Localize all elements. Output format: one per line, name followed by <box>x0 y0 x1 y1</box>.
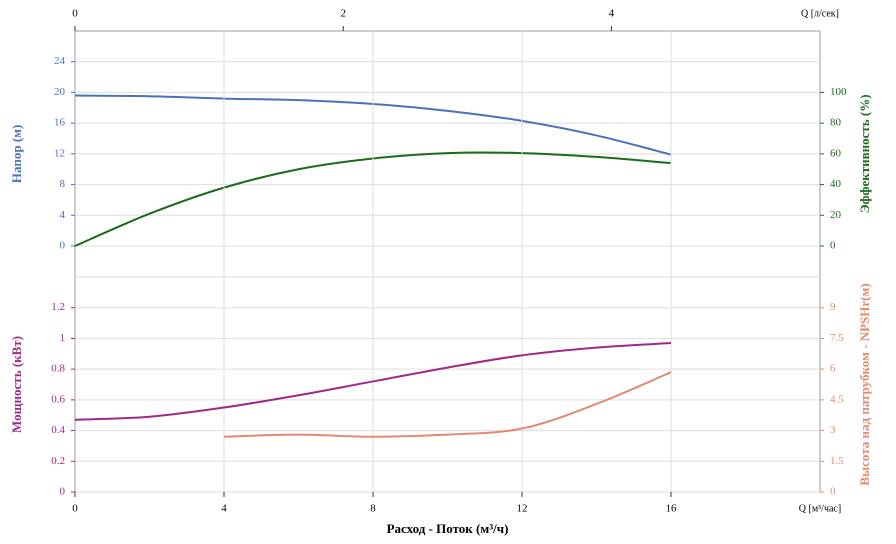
y-tick-label: 0.2 <box>51 455 65 467</box>
x-tick-label: 16 <box>666 503 678 515</box>
y-tick-label: 0.8 <box>51 363 65 375</box>
y2-tick-label: 1.5 <box>830 455 844 467</box>
x-tick-label: 0 <box>72 503 78 515</box>
y-tick-label: 0 <box>60 240 66 252</box>
y-tick-label: 1 <box>60 332 66 344</box>
y-tick-label: 16 <box>54 117 66 129</box>
y-tick-label: 0.6 <box>51 393 65 405</box>
y2-tick-label: 100 <box>830 86 847 98</box>
x2-tick-label: 2 <box>340 8 346 20</box>
y2-tick-label: 60 <box>830 147 842 159</box>
y-tick-label: 12 <box>54 147 65 159</box>
y2-tick-label: 4.5 <box>830 393 844 405</box>
y2-tick-label: 6 <box>830 363 836 375</box>
x-tick-label: 8 <box>370 503 376 515</box>
x-axis-title: Расход - Поток (м³/ч) <box>387 521 509 536</box>
y2-tick-label: 0 <box>830 240 836 252</box>
x-tick-label: 4 <box>221 503 227 515</box>
y2-axis-title: Эффективность (%) <box>857 94 872 213</box>
x-axis-unit: Q [м³/час] <box>799 503 841 514</box>
x2-axis-label: Q [л/сек] <box>801 8 839 19</box>
y-tick-label: 4 <box>60 209 66 221</box>
x2-tick-label: 0 <box>72 8 78 20</box>
y2-tick-label: 7.5 <box>830 332 844 344</box>
y2-tick-label: 20 <box>830 209 842 221</box>
y-tick-label: 24 <box>54 55 66 67</box>
x2-tick-label: 4 <box>609 8 615 20</box>
y-axis-title: Мощность (кВт) <box>9 336 24 433</box>
y2-tick-label: 9 <box>830 301 836 313</box>
y-tick-label: 20 <box>54 86 66 98</box>
y2-tick-label: 3 <box>830 424 836 436</box>
y2-tick-label: 80 <box>830 117 842 129</box>
y-axis-title: Напор (м) <box>9 125 24 183</box>
y2-tick-label: 40 <box>830 178 842 190</box>
y2-axis-title: Высота над патрубком - NPSHr(м) <box>857 283 872 485</box>
y-tick-label: 0 <box>60 486 66 498</box>
series-line <box>223 371 672 438</box>
x-tick-label: 12 <box>517 503 528 515</box>
y-tick-label: 8 <box>60 178 66 190</box>
y-tick-label: 0.4 <box>51 424 65 436</box>
y2-tick-label: 0 <box>830 486 836 498</box>
series-line <box>74 342 672 421</box>
y-tick-label: 1.2 <box>51 301 65 313</box>
